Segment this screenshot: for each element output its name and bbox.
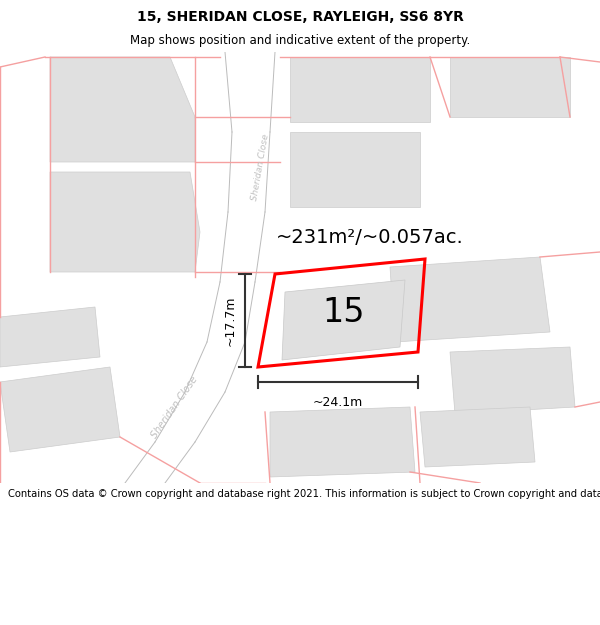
Polygon shape xyxy=(450,347,575,414)
Polygon shape xyxy=(290,132,420,207)
Text: ~24.1m: ~24.1m xyxy=(313,396,363,409)
Polygon shape xyxy=(270,407,415,477)
Text: Sheridan Close: Sheridan Close xyxy=(150,374,200,440)
Polygon shape xyxy=(450,57,570,117)
Polygon shape xyxy=(282,280,405,360)
Text: Map shows position and indicative extent of the property.: Map shows position and indicative extent… xyxy=(130,34,470,47)
Polygon shape xyxy=(125,282,255,483)
Text: 15: 15 xyxy=(323,296,365,329)
Polygon shape xyxy=(420,407,535,467)
Polygon shape xyxy=(50,57,195,162)
Text: ~17.7m: ~17.7m xyxy=(224,295,237,346)
Polygon shape xyxy=(0,307,100,367)
Polygon shape xyxy=(220,52,275,282)
Polygon shape xyxy=(0,367,120,452)
Polygon shape xyxy=(50,172,200,272)
Polygon shape xyxy=(390,257,550,342)
Text: ~231m²/~0.057ac.: ~231m²/~0.057ac. xyxy=(276,228,464,247)
Polygon shape xyxy=(290,57,430,122)
Text: Contains OS data © Crown copyright and database right 2021. This information is : Contains OS data © Crown copyright and d… xyxy=(8,489,600,499)
Text: Sheridan Close: Sheridan Close xyxy=(250,133,271,201)
Text: 15, SHERIDAN CLOSE, RAYLEIGH, SS6 8YR: 15, SHERIDAN CLOSE, RAYLEIGH, SS6 8YR xyxy=(137,9,463,24)
